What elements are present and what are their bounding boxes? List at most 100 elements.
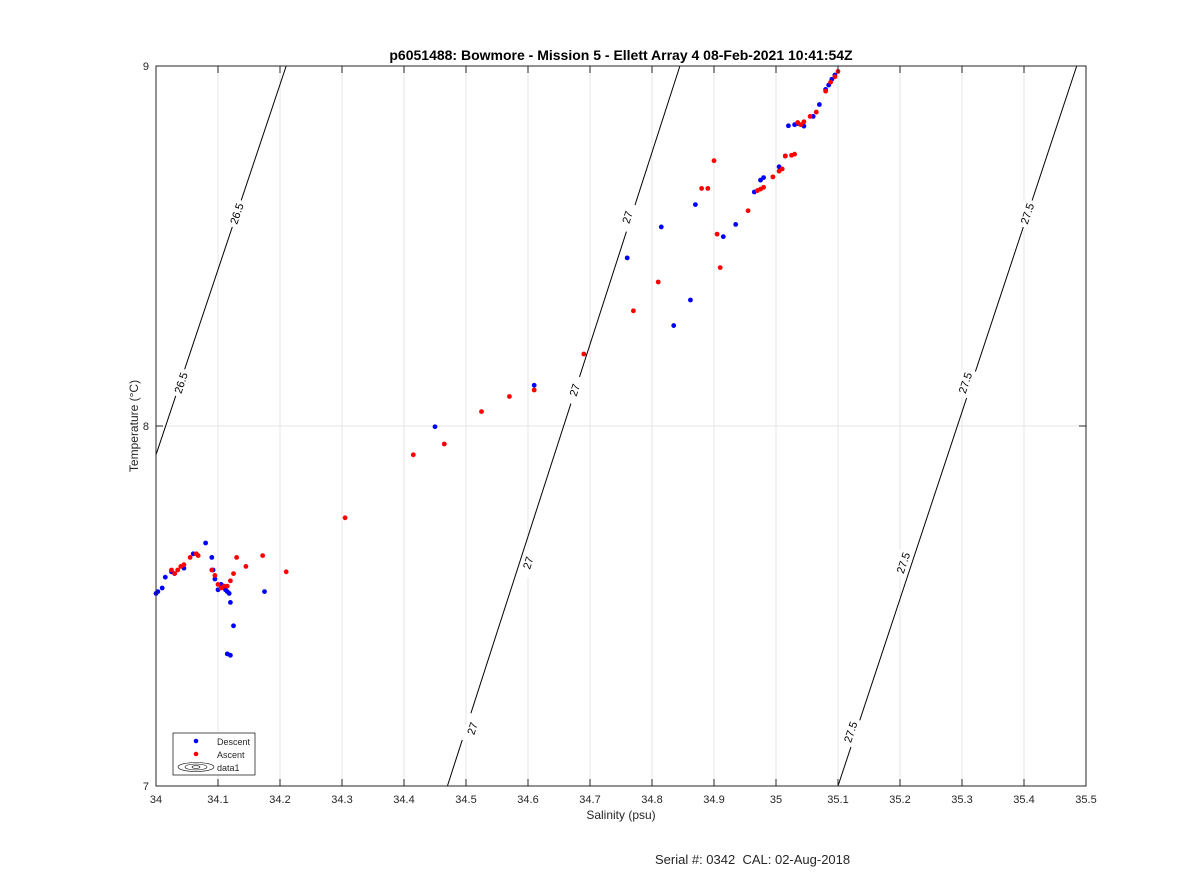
ascent-point bbox=[231, 571, 236, 576]
descent-point bbox=[209, 555, 215, 560]
density-contour-label: 27.5 bbox=[957, 371, 975, 395]
descent-point bbox=[228, 600, 233, 605]
density-contour-label-group: 27.5 bbox=[954, 367, 977, 399]
ascent-point bbox=[169, 567, 174, 573]
descent-point bbox=[761, 175, 766, 181]
ascent-point bbox=[823, 88, 828, 94]
ascent-point bbox=[228, 578, 233, 584]
density-contour-label: 27 bbox=[621, 210, 636, 225]
density-contour-line bbox=[837, 65, 1078, 787]
x-axis-label: Salinity (psu) bbox=[586, 808, 655, 822]
density-contour-label: 27 bbox=[521, 555, 536, 570]
contour-label-background bbox=[616, 201, 639, 233]
density-contour-label: 27 bbox=[466, 721, 481, 736]
descent-point bbox=[531, 382, 537, 388]
x-tick-label: 34.9 bbox=[703, 794, 724, 806]
ascent-point bbox=[631, 308, 636, 314]
ascent-point bbox=[761, 184, 766, 190]
ascent-point bbox=[770, 174, 776, 180]
x-axis-ticks: 34 34.1 34.2 34.3 34.4 34.5 34.6 34.7 34.8 34.9 35… bbox=[150, 66, 1097, 806]
ascent-point bbox=[581, 351, 587, 357]
density-contour-label: 26.5 bbox=[228, 202, 246, 226]
ascent-point bbox=[215, 582, 221, 587]
contour-label-background bbox=[517, 547, 539, 579]
density-contour-label-group: 27.5 bbox=[839, 716, 862, 748]
x-tick-label: 34.4 bbox=[393, 794, 414, 806]
density-contour-label-group: 27 bbox=[616, 201, 639, 233]
ascent-point bbox=[711, 158, 717, 164]
ascent-point bbox=[807, 114, 813, 119]
ascent-point bbox=[531, 387, 537, 393]
descent-point bbox=[162, 574, 168, 580]
ascent-point bbox=[283, 569, 289, 575]
ascent-point bbox=[745, 208, 751, 214]
density-contour-line bbox=[155, 65, 287, 455]
ascent-point bbox=[243, 564, 249, 569]
descent-point bbox=[155, 589, 161, 594]
ascent-point bbox=[181, 562, 187, 567]
x-tick-label: 35.2 bbox=[889, 794, 910, 806]
density-contour-label: 26.5 bbox=[173, 371, 191, 395]
y-axis-label: Temperature (°C) bbox=[127, 380, 141, 472]
y-tick-label: 7 bbox=[143, 781, 149, 793]
y-tick-label: 8 bbox=[143, 421, 149, 433]
chart-title: p6051488: Bowmore - Mission 5 - Ellett A… bbox=[389, 47, 853, 63]
legend-descent-marker bbox=[193, 738, 199, 744]
ascent-point bbox=[813, 109, 819, 115]
ascent-point bbox=[441, 441, 447, 447]
density-contour-label: 27.5 bbox=[842, 720, 860, 744]
contour-label-background bbox=[461, 712, 484, 744]
x-tick-label: 34.2 bbox=[269, 794, 290, 806]
ascent-point bbox=[342, 515, 348, 521]
ascent-point bbox=[212, 573, 218, 578]
ascent-point bbox=[187, 555, 193, 560]
descent-point bbox=[817, 102, 822, 107]
contour-label-background bbox=[1016, 198, 1039, 230]
descent-point bbox=[159, 585, 165, 591]
descent-point bbox=[720, 234, 726, 240]
legend: Descent Ascent data1 bbox=[172, 732, 256, 776]
ascent-point bbox=[828, 79, 833, 85]
descent-point bbox=[733, 222, 739, 227]
density-contour-label-group: 26.5 bbox=[225, 198, 248, 230]
descent-point bbox=[226, 591, 232, 596]
ascent-point bbox=[801, 119, 807, 125]
ascent-point bbox=[782, 153, 788, 159]
density-contours: 26.5 26.5 27 27 27 27 27.5 27.5 27.5 27.5 bbox=[155, 65, 1078, 787]
ascent-point bbox=[832, 74, 838, 80]
y-axis-ticks: 7 8 9 bbox=[143, 61, 1086, 793]
ascent-point bbox=[410, 452, 416, 458]
density-contour-label-group: 27 bbox=[517, 547, 539, 579]
ascent-point bbox=[792, 151, 797, 157]
x-tick-label: 34.6 bbox=[517, 794, 538, 806]
ascent-point bbox=[175, 567, 181, 573]
contour-label-background bbox=[839, 716, 862, 748]
descent-point bbox=[432, 424, 438, 430]
density-contour-label: 27 bbox=[568, 383, 583, 398]
ascent-point bbox=[507, 394, 512, 399]
legend-ascent-marker bbox=[193, 751, 199, 757]
contour-label-background bbox=[169, 367, 192, 399]
density-contour-label-group: 27 bbox=[461, 712, 484, 744]
ascent-point bbox=[779, 166, 785, 172]
serial-calibration-text: Serial #: 0342 CAL: 02-Aug-2018 bbox=[655, 852, 851, 867]
ascent-point bbox=[655, 279, 661, 285]
ascent-point bbox=[260, 553, 266, 558]
descent-point bbox=[262, 589, 267, 594]
y-tick-label: 9 bbox=[143, 61, 149, 73]
x-tick-label: 35.5 bbox=[1075, 794, 1096, 806]
x-tick-label: 34.1 bbox=[207, 794, 228, 806]
density-contour-label-group: 27.5 bbox=[892, 547, 915, 579]
descent-point bbox=[228, 652, 233, 658]
ascent-point bbox=[224, 583, 230, 589]
descent-point bbox=[624, 255, 630, 261]
descent-point bbox=[203, 540, 209, 546]
density-contour-label-group: 26.5 bbox=[169, 367, 192, 399]
descent-point bbox=[671, 323, 677, 328]
descent-point bbox=[231, 623, 236, 629]
x-tick-label: 35.4 bbox=[1013, 794, 1034, 806]
ascent-point bbox=[717, 265, 723, 270]
ascent-point bbox=[714, 231, 720, 237]
contour-label-background bbox=[954, 367, 977, 399]
legend-data1-label: data1 bbox=[217, 763, 240, 773]
